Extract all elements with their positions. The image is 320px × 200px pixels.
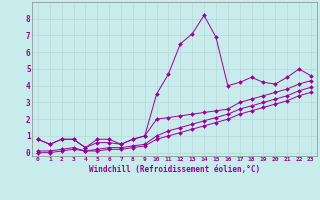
X-axis label: Windchill (Refroidissement éolien,°C): Windchill (Refroidissement éolien,°C): [89, 165, 260, 174]
